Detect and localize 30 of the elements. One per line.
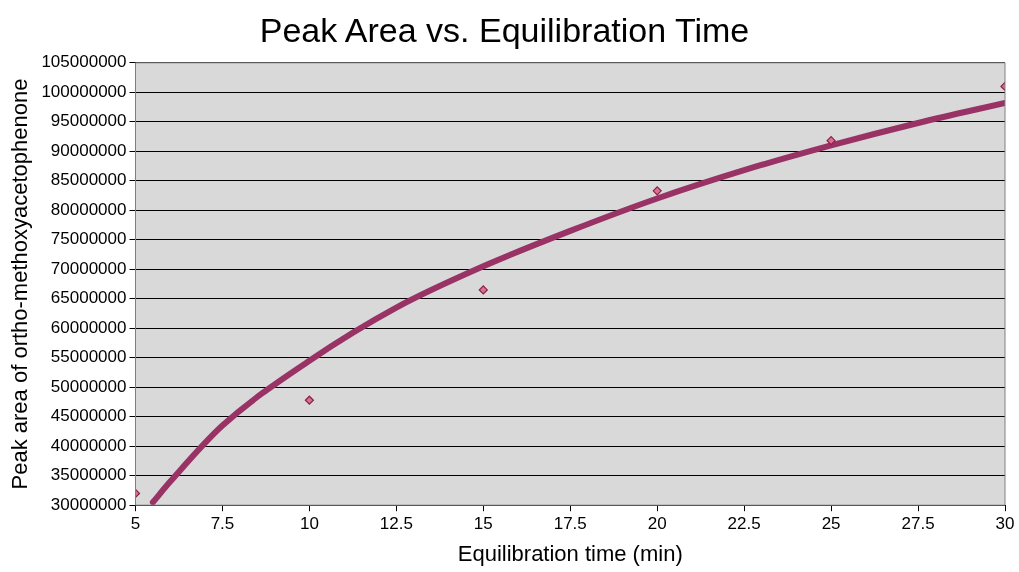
- y-tick-label: 105000000: [41, 52, 127, 72]
- y-tick-label: 70000000: [50, 258, 127, 278]
- y-tick-label: 60000000: [50, 317, 127, 337]
- chart-title: Peak Area vs. Equilibration Time: [259, 10, 750, 49]
- x-tick-label: 7.5: [210, 514, 235, 534]
- y-tick-label: 85000000: [50, 170, 127, 190]
- x-tick-label: 10: [299, 514, 319, 534]
- x-tick-label: 25: [821, 514, 841, 534]
- y-tick-label: 45000000: [50, 406, 127, 426]
- x-tick-label: 20: [647, 514, 667, 534]
- y-tick-label: 95000000: [50, 111, 127, 131]
- x-tick-label: 27.5: [901, 514, 935, 534]
- y-tick-label: 50000000: [50, 376, 127, 396]
- y-tick-label: 35000000: [50, 465, 127, 485]
- y-tick-label: 90000000: [50, 140, 127, 160]
- x-axis-title: Equilibration time (min): [457, 540, 683, 566]
- x-tick-label: 22.5: [727, 514, 761, 534]
- y-tick-label: 75000000: [50, 229, 127, 249]
- x-tick-label: 15: [473, 514, 493, 534]
- x-tick-label: 30: [995, 514, 1015, 534]
- x-tick-label: 5: [130, 514, 141, 534]
- y-tick-label: 80000000: [50, 199, 127, 219]
- y-tick-label: 65000000: [50, 288, 127, 308]
- y-axis-title: Peak area of ortho-methoxyacetophenone: [7, 78, 33, 490]
- y-tick-label: 40000000: [50, 435, 127, 455]
- y-tick-label: 30000000: [50, 494, 127, 514]
- y-tick-label: 100000000: [41, 81, 127, 101]
- x-tick-label: 12.5: [379, 514, 413, 534]
- y-tick-label: 55000000: [50, 347, 127, 367]
- x-tick-label: 17.5: [553, 514, 587, 534]
